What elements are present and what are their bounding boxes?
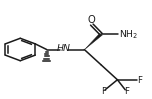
Text: F: F <box>101 87 106 96</box>
Text: NH$_2$: NH$_2$ <box>119 28 138 41</box>
Text: F: F <box>124 87 129 96</box>
Text: O: O <box>87 15 95 25</box>
Polygon shape <box>85 34 102 50</box>
Text: HN: HN <box>57 44 71 53</box>
Text: F: F <box>137 76 142 85</box>
